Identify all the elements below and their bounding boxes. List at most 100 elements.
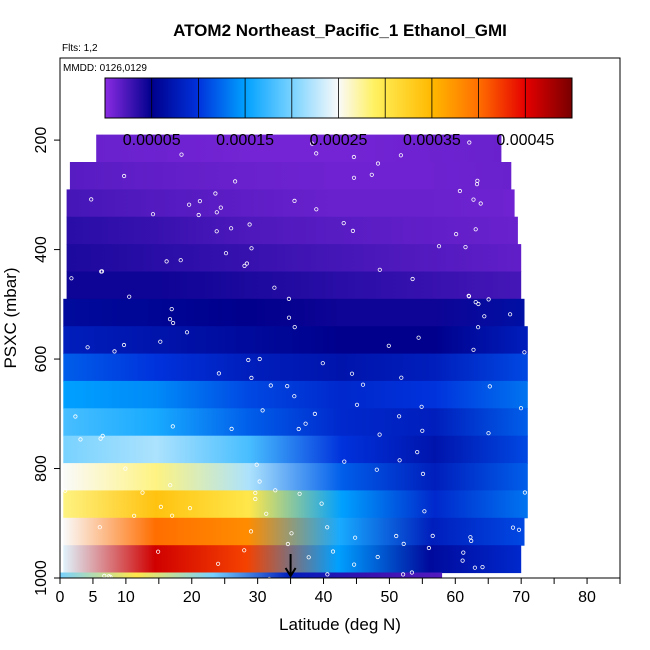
observation-point	[461, 550, 466, 555]
heatmap-band	[63, 463, 528, 491]
colorbar-tick-label: 0.00025	[310, 132, 368, 149]
observation-point	[486, 431, 491, 436]
observation-point	[468, 535, 473, 540]
observation-point	[242, 548, 247, 553]
heatmap-band	[96, 134, 502, 163]
x-tick-label: 30	[249, 589, 267, 606]
observation-point	[351, 154, 356, 160]
observation-point	[471, 197, 476, 202]
observation-point	[377, 267, 382, 272]
observation-point	[507, 312, 513, 317]
observation-point	[179, 152, 184, 157]
observation-point	[375, 554, 380, 560]
observation-point	[121, 342, 127, 348]
observation-point	[476, 301, 481, 307]
observation-point	[242, 263, 247, 268]
x-tick-label: 50	[381, 589, 399, 606]
observation-point	[122, 173, 127, 179]
observation-point	[303, 421, 308, 426]
latitude-marker-arrow	[284, 554, 297, 578]
observation-point	[268, 383, 273, 388]
observation-point	[248, 529, 254, 534]
observation-point	[214, 210, 219, 215]
observation-point	[522, 350, 527, 355]
observation-point	[99, 269, 104, 274]
heatmap-band	[63, 490, 528, 519]
observation-point	[69, 276, 74, 281]
observation-point	[516, 527, 522, 532]
heatmap-layer	[60, 134, 528, 578]
y-tick-label: 1000	[33, 560, 50, 596]
observation-point	[292, 394, 297, 399]
observation-point	[360, 382, 366, 387]
observation-point	[218, 205, 223, 210]
observation-point	[64, 580, 67, 583]
observation-point	[351, 175, 357, 180]
observation-point	[463, 245, 468, 250]
observation-point	[63, 488, 68, 493]
observation-point	[292, 198, 297, 203]
observation-point	[309, 141, 315, 146]
observation-point	[150, 212, 156, 217]
observation-point	[233, 179, 238, 184]
observation-point	[400, 572, 406, 577]
heatmap-band	[63, 435, 528, 464]
observation-point	[401, 541, 406, 547]
heatmap-band	[66, 244, 522, 272]
colorbar-tick-label: 0.00015	[216, 132, 274, 149]
observation-point	[420, 428, 425, 433]
observation-point	[187, 202, 192, 207]
observation-point	[475, 325, 481, 330]
observation-point	[487, 384, 492, 389]
observation-point	[460, 558, 465, 563]
observation-point	[67, 578, 70, 581]
observation-point	[167, 316, 173, 322]
colorbar	[104, 77, 573, 119]
observation-point	[197, 199, 202, 204]
heatmap-band	[63, 353, 528, 382]
observation-point	[426, 545, 431, 551]
observation-point	[244, 261, 249, 266]
heatmap-band	[63, 298, 525, 327]
observation-point	[267, 576, 272, 578]
observation-point	[510, 525, 516, 530]
observation-point	[297, 491, 302, 496]
observation-point	[257, 356, 262, 362]
observation-point	[341, 221, 346, 226]
observation-point	[330, 549, 336, 554]
y-tick-label: 200	[33, 127, 50, 154]
observation-point	[89, 197, 94, 202]
heatmap-band	[66, 271, 522, 300]
observation-point	[296, 426, 301, 432]
x-tick-label: 60	[446, 589, 464, 606]
observation-point	[419, 404, 424, 409]
heatmap-band	[63, 545, 522, 574]
heatmap-band	[63, 408, 528, 437]
observation-point	[369, 172, 374, 177]
observation-point	[375, 161, 381, 166]
observation-point	[216, 561, 221, 566]
colorbar-ticks: 0.00005 0.00015 0.00025 0.00035 0.00045	[123, 132, 555, 149]
observation-point	[320, 361, 325, 366]
observation-point	[472, 565, 477, 570]
observation-point	[409, 570, 414, 575]
x-axis: 0 5 10 20 30 40 50 60 70 80	[56, 578, 621, 606]
x-tick-label: 5	[88, 589, 97, 606]
observation-point	[285, 541, 290, 547]
observation-point	[98, 436, 103, 441]
observation-point	[319, 501, 324, 506]
observation-point	[352, 535, 358, 540]
observation-point	[213, 191, 218, 196]
observation-point	[420, 471, 426, 476]
heatmap-band	[60, 572, 443, 578]
observation-point	[292, 324, 297, 330]
observation-point	[410, 276, 415, 282]
x-tick-label: 40	[315, 589, 333, 606]
observation-point	[473, 299, 478, 305]
flights-label: Flts: 1,2	[62, 43, 98, 54]
y-axis-label: PSXC (mbar)	[1, 267, 20, 368]
observation-point	[430, 533, 435, 539]
observation-point	[350, 228, 355, 233]
observation-point	[184, 330, 190, 335]
observation-point	[78, 437, 83, 442]
